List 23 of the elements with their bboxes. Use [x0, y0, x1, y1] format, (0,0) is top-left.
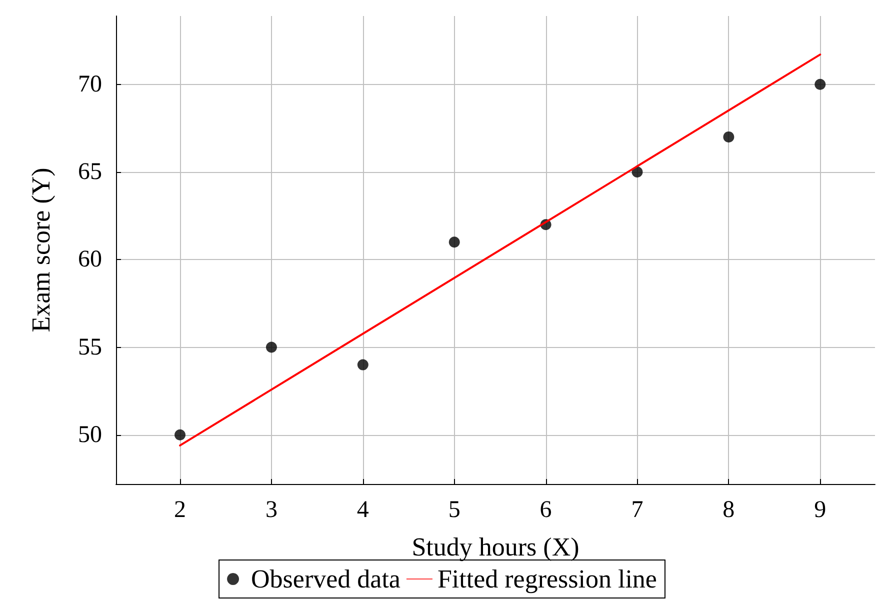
x-tick-label: 6: [540, 497, 552, 523]
x-tick-label: 9: [814, 497, 826, 523]
y-tick-label: 65: [78, 159, 102, 185]
y-tick-label: 60: [78, 246, 102, 273]
y-axis-title: Exam score (Y): [26, 168, 56, 332]
x-tick-label: 7: [631, 497, 644, 523]
x-tick-label: 4: [356, 497, 369, 523]
point: [174, 429, 186, 440]
x-axis-title: Study hours (X): [412, 532, 580, 562]
x-tick-label: 3: [265, 497, 278, 523]
point: [357, 359, 368, 370]
x-tick-label: 5: [448, 497, 460, 523]
point: [723, 131, 734, 142]
point: [266, 342, 277, 353]
point: [448, 236, 460, 248]
y-tick-label: 70: [78, 71, 102, 98]
y-tick-label: 55: [78, 334, 102, 360]
y-tick-label: 50: [78, 422, 102, 448]
x-tick-label: 2: [174, 497, 186, 523]
legend-label: Fitted regression line: [437, 564, 657, 594]
point: [814, 78, 826, 90]
legend-label: Observed data: [251, 564, 401, 594]
x-tick-label: 8: [722, 497, 735, 523]
